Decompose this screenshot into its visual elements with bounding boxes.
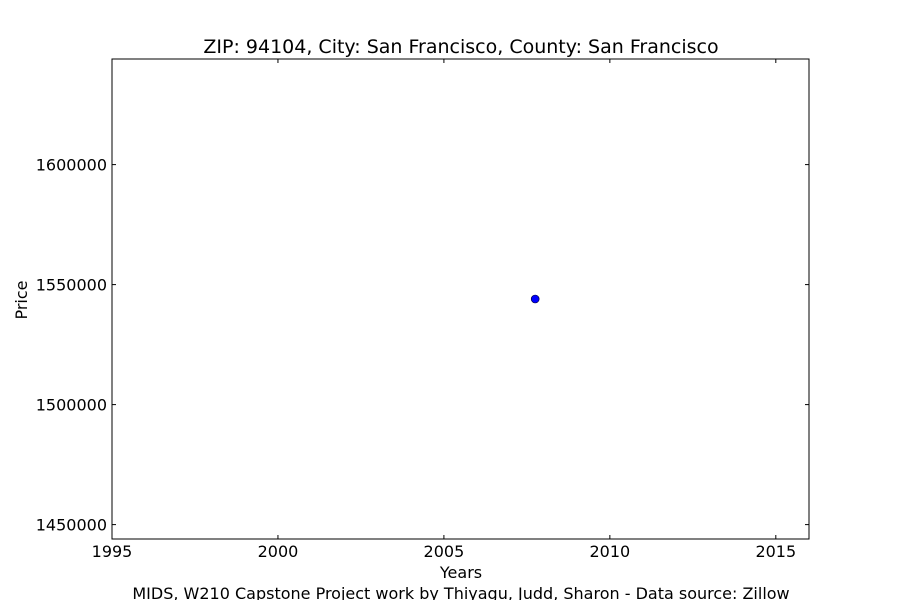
y-axis-label: Price [12, 280, 31, 319]
x-axis-label: Years [439, 563, 482, 582]
x-tick-label: 2005 [424, 542, 465, 561]
footer-credit: MIDS, W210 Capstone Project work by Thiy… [132, 584, 789, 600]
y-axis: 1450000 1500000 1550000 1600000 [36, 156, 809, 535]
y-tick-label: 1500000 [36, 396, 107, 415]
y-tick-label: 1550000 [36, 276, 107, 295]
x-axis: 1995 2000 2005 2010 2015 [92, 59, 796, 561]
y-tick-label: 1600000 [36, 156, 107, 175]
data-points [530, 294, 540, 304]
x-tick-label: 2000 [258, 542, 299, 561]
x-tick-label: 2010 [589, 542, 630, 561]
chart-title: ZIP: 94104, City: San Francisco, County:… [203, 36, 718, 58]
data-point [530, 294, 540, 304]
x-tick-label: 2015 [755, 542, 796, 561]
x-tick-label: 1995 [92, 542, 133, 561]
plot-area [111, 58, 810, 540]
y-tick-label: 1450000 [36, 516, 107, 535]
